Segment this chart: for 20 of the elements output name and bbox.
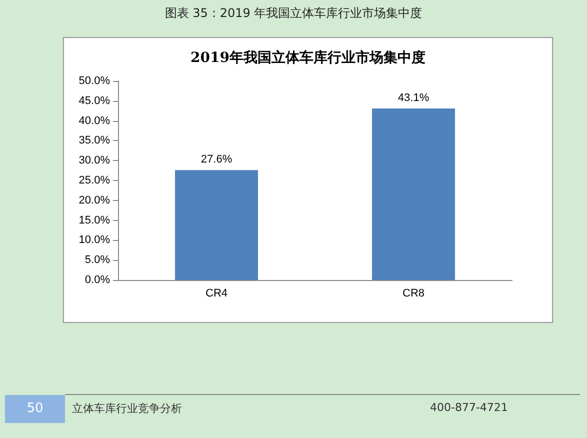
x-tick-label: CR8 — [402, 288, 425, 300]
y-tick-label: 10.0% — [78, 234, 110, 246]
y-tick-label: 45.0% — [78, 94, 110, 107]
chart-title: 图表 35：2019 年我国立体车库行业市场集中度 — [164, 5, 424, 22]
y-tick-label: 20.0% — [78, 194, 110, 206]
y-tick-label: 5.0% — [84, 254, 110, 266]
y-tick-label: 50.0% — [78, 75, 110, 87]
x-tick-label: CR4 — [205, 288, 228, 300]
text: 立体车库行业竞争分析 — [72, 401, 182, 416]
chart-subtitle: 2019年我国立体车库行业市场集中度 — [190, 49, 426, 66]
y-tick-label: 40.0% — [78, 114, 110, 127]
y-tick-label: 0.0% — [84, 274, 110, 286]
text: 400-877-4721 — [430, 401, 508, 414]
data-label: 27.6% — [200, 154, 232, 166]
y-tick-label: 35.0% — [78, 134, 110, 147]
y-tick-label: 25.0% — [78, 174, 110, 186]
y-tick-label: 15.0% — [78, 214, 110, 226]
text: 50 — [5, 395, 65, 423]
y-tick-label: 30.0% — [78, 154, 110, 167]
data-label: 43.1% — [398, 92, 430, 104]
